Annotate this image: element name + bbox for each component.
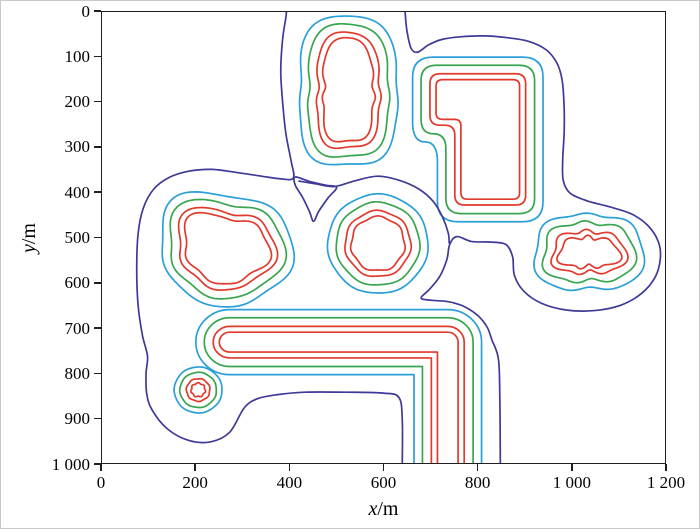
contour-right-blob-cyan	[534, 213, 645, 290]
contour-center-circle-cyan	[327, 194, 428, 293]
x-tick-label: 600	[370, 473, 397, 492]
y-tick-mark	[94, 236, 101, 239]
y-tick-mark	[94, 146, 101, 148]
x-tick-mark	[100, 464, 102, 471]
x-tick-label: 800	[464, 473, 491, 492]
y-tick-label: 900	[64, 409, 91, 429]
contour-left-irregular-blob-inner-red	[185, 213, 272, 284]
y-tick-label: 400	[64, 182, 91, 202]
contour-bottom-bar-outer-red	[213, 326, 464, 463]
y-tick-mark	[94, 372, 101, 375]
contour-top-right-L-cyan	[413, 57, 543, 222]
x-tick-mark	[288, 464, 291, 471]
y-tick-mark	[94, 191, 101, 193]
x-axis-unit: /m	[377, 498, 399, 520]
contour-top-center-blob-outer-red	[316, 32, 381, 148]
y-tick-mark	[94, 55, 101, 58]
y-tick-mark	[94, 463, 101, 465]
contour-top-right-L-outer-red	[430, 74, 526, 205]
y-tick-mark	[94, 282, 101, 284]
y-tick-label: 1 000	[51, 454, 90, 474]
y-tick-mark	[94, 327, 101, 329]
x-tick-label: 1 000	[552, 473, 591, 492]
contour-small-bottom-circle-green	[180, 372, 217, 407]
x-tick-label: 0	[96, 473, 106, 492]
x-tick-label: 200	[182, 473, 208, 492]
contour-right-blob-inner-red	[557, 235, 622, 269]
y-tick-label: 200	[64, 92, 91, 112]
x-axis-variable: x	[368, 498, 378, 520]
x-tick-label: 400	[276, 473, 303, 492]
contour-center-circle-outer-red	[345, 210, 411, 276]
y-tick-label: 600	[64, 273, 91, 293]
x-tick-mark	[571, 464, 573, 471]
contour-small-bottom-circle-cyan	[174, 367, 222, 413]
contour-top-center-blob-inner-red	[322, 38, 375, 142]
contour-center-circle-inner-red	[351, 216, 406, 270]
x-tick-mark	[382, 464, 385, 471]
contour-left-irregular-blob-outer-red	[179, 208, 278, 291]
y-tick-mark	[94, 417, 101, 420]
contour-top-center-blob-green	[308, 24, 390, 157]
plot-area	[101, 11, 666, 464]
y-tick-label: 800	[64, 363, 91, 383]
x-tick-mark	[476, 464, 479, 471]
contour-bottom-bar-inner-red	[219, 332, 458, 463]
contour-right-blob-green	[542, 221, 636, 283]
x-tick-label: 1 200	[646, 473, 686, 492]
contour-top-center-blob-cyan	[300, 16, 398, 165]
contour-top-right-L-inner-red	[436, 80, 520, 200]
contour-small-bottom-circle-inner-red	[191, 383, 206, 397]
contour-svg	[102, 12, 665, 463]
y-tick-label: 0	[81, 1, 91, 21]
contour-small-bottom-circle-outer-red	[186, 379, 210, 402]
contour-bottom-bar-green	[204, 318, 473, 463]
contour-bottom-bar-cyan	[196, 310, 482, 463]
y-tick-mark	[94, 10, 101, 12]
x-axis-title: x/m	[101, 498, 666, 520]
contour-center-circle-green	[336, 202, 420, 285]
contour-left-irregular-blob-green	[170, 199, 286, 298]
contour-outer-east	[405, 12, 660, 463]
x-tick-mark	[194, 464, 196, 471]
y-tick-label: 100	[64, 46, 91, 66]
contour-outer-pocket	[294, 177, 337, 221]
contour-right-blob-outer-red	[551, 229, 628, 274]
contour-left-irregular-blob-cyan	[162, 192, 294, 307]
x-tick-mark	[665, 464, 667, 471]
y-tick-label: 700	[64, 318, 91, 338]
y-tick-label: 500	[64, 228, 91, 247]
y-tick-label: 300	[64, 137, 91, 157]
y-tick-mark	[94, 100, 101, 103]
contour-outer-west	[137, 12, 403, 463]
contour-top-right-L-green	[421, 65, 535, 213]
